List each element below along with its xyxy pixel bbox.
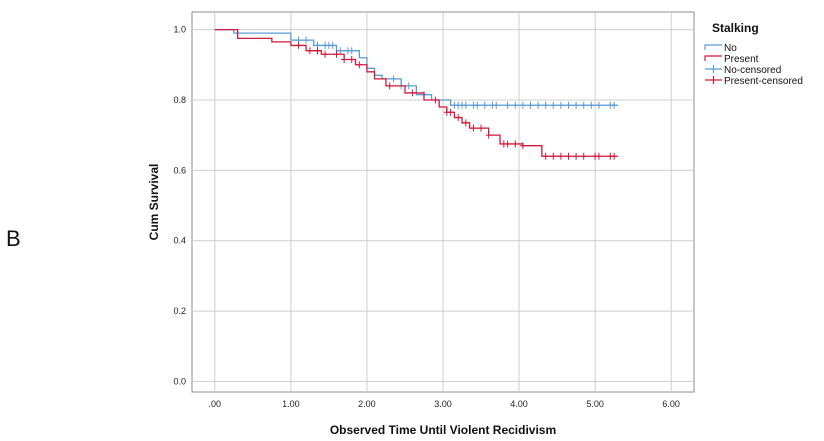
legend-label: No [724,43,737,54]
censored-marker [557,152,564,160]
censored-marker [409,89,416,97]
censored-marker [512,101,519,109]
censored-marker [611,101,618,109]
censored-marker [550,101,557,109]
legend: Stalking NoPresentNo-censoredPresent-cen… [704,21,803,87]
x-tick-label: 3.00 [434,399,452,409]
censored-marker [527,101,534,109]
censored-marker [295,41,302,49]
censored-marker [519,101,526,109]
censored-marker [341,56,348,63]
censored-marker [470,124,477,132]
legend-entry: No-censored [705,65,781,76]
censored-marker [390,75,397,83]
censored-marker [348,47,355,55]
censored-marker [542,101,549,109]
censored-marker [611,152,618,160]
censored-marker [455,114,462,122]
legend-title: Stalking [712,21,759,35]
censored-marker [337,47,344,55]
x-tick-label: 2.00 [358,399,376,409]
censored-marker [462,101,469,109]
censored-marker [333,50,340,58]
censored-marker [535,101,542,109]
y-tick-label: 1.0 [173,25,186,35]
series-layer [214,28,618,160]
censored-marker [519,142,526,150]
legend-line-swatch [704,44,722,50]
censored-marker [542,152,549,160]
censored-marker [580,101,587,109]
censored-marker [573,101,580,109]
censored-marker [595,152,602,160]
legend-entry: Present-censored [705,76,803,87]
censored-marker [588,101,595,109]
x-tick-label: 5.00 [586,399,604,409]
y-axis-title: Cum Survival [147,164,161,241]
censored-marker [447,108,454,116]
censored-marker [504,140,511,148]
series-present [214,28,618,160]
legend-label: Present [724,54,759,65]
y-tick-label: 0.6 [173,165,186,175]
legend-label: Present-censored [724,76,803,87]
censored-marker [303,36,310,44]
censored-marker [504,101,511,109]
censored-marker [565,152,572,160]
censored-marker [478,124,485,132]
censored-marker [356,61,363,69]
legend-entry: Present [704,54,759,65]
censored-marker [580,152,587,160]
censored-marker [557,101,564,109]
legend-marker-swatch [705,65,722,73]
y-tick-label: 0.4 [173,236,186,246]
series-no [214,28,618,109]
censored-marker [512,140,519,148]
censored-marker [462,119,469,127]
legend-entry: No [704,43,737,54]
x-tick-label: 1.00 [282,399,300,409]
survival-step-line [214,28,618,106]
x-axis-title: Observed Time Until Violent Recidivism [330,423,556,437]
legend-marker-swatch [705,76,722,84]
censored-marker [329,41,336,49]
censored-marker [485,131,492,139]
censored-marker [405,82,412,90]
x-tick-label: .00 [209,399,222,409]
censored-marker [573,152,580,160]
censored-marker [550,152,557,160]
censored-marker [595,101,602,109]
y-tick-label: 0.0 [173,376,186,386]
x-tick-label: 6.00 [662,399,680,409]
censored-marker [493,101,500,109]
censored-marker [322,50,329,58]
censored-marker [432,96,439,104]
x-tick-label: 4.00 [510,399,528,409]
censored-marker [348,56,355,63]
censored-marker [565,101,572,109]
panel-label: B [6,226,21,251]
ticks: .00 1.00 2.00 3.00 4.00 5.00 6.00 0.0 0.2 0.4 0.6 0… [173,25,679,409]
y-tick-label: 0.8 [173,95,186,105]
legend-label: No-censored [724,65,781,76]
censored-marker [474,101,481,109]
y-tick-label: 0.2 [173,306,186,316]
legend-line-swatch [704,55,722,61]
censored-marker [306,47,313,55]
censored-marker [386,82,393,90]
censored-marker [481,101,488,109]
censored-marker [314,47,321,55]
